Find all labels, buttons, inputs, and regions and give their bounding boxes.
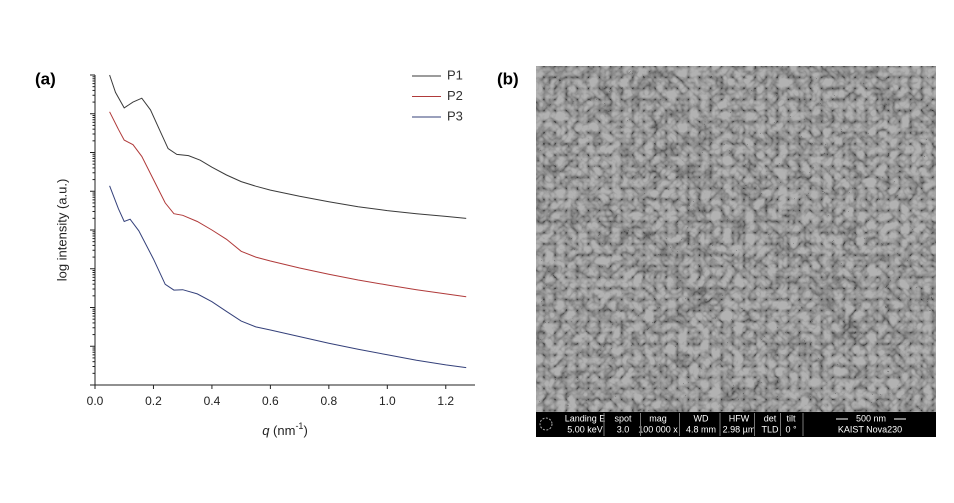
x-tick-label: 0.6: [262, 394, 279, 408]
series-line: [109, 111, 467, 298]
x-tick-label: 1.2: [437, 394, 454, 408]
x-axis-title-part: (nm: [269, 423, 295, 438]
panel-label: (b): [497, 69, 519, 88]
y-axis-title: log intensity (a.u.): [54, 179, 69, 282]
series-line: [109, 74, 467, 219]
scale-bar-label: 500 nm: [856, 413, 886, 423]
sem-value: 5.00 keV: [567, 424, 603, 434]
sem-image: [536, 66, 936, 437]
x-axis-title-part: -1: [295, 421, 303, 431]
sem-texture: [536, 66, 936, 412]
chart: 0.0 0.2 0.4 0.6 0.8 1.0 1.2 log intensity (a.u.…: [54, 67, 475, 438]
sem-header: tilt: [787, 413, 796, 423]
panel-label: (a): [35, 69, 56, 88]
sem-value: 3.0: [617, 424, 630, 434]
sem-value: 2.98 µm: [723, 424, 756, 434]
instrument: KAIST Nova230: [838, 424, 902, 434]
sem-header: Landing E: [565, 413, 606, 423]
x-axis-title: q (nm-1): [262, 421, 308, 438]
legend-label: P1: [447, 67, 463, 82]
sem-header: WD: [694, 413, 709, 423]
x-axis-title-part: q: [262, 423, 270, 438]
series-line: [109, 185, 467, 369]
x-tick-label: 0.2: [145, 394, 162, 408]
x-tick-label: 1.0: [379, 394, 396, 408]
sem-value: 4.8 mm: [686, 424, 716, 434]
x-axis-title-part: ): [303, 423, 307, 438]
sem-header: mag: [649, 413, 667, 423]
sem-header: spot: [614, 413, 632, 423]
sem-header: HFW: [729, 413, 750, 423]
scale-bar-bg: [848, 414, 894, 424]
legend-label: P2: [447, 88, 463, 103]
x-tick-label: 0.4: [204, 394, 221, 408]
legend-label: P3: [447, 108, 463, 123]
fei-logo: [539, 417, 553, 431]
x-tick-label: 0.8: [321, 394, 338, 408]
x-tick-label: 0.0: [87, 394, 104, 408]
sem-header: det: [764, 413, 777, 423]
sem-value: 100 000 x: [638, 424, 678, 434]
sem-value: TLD: [761, 424, 779, 434]
sem-value: 0 °: [785, 424, 797, 434]
